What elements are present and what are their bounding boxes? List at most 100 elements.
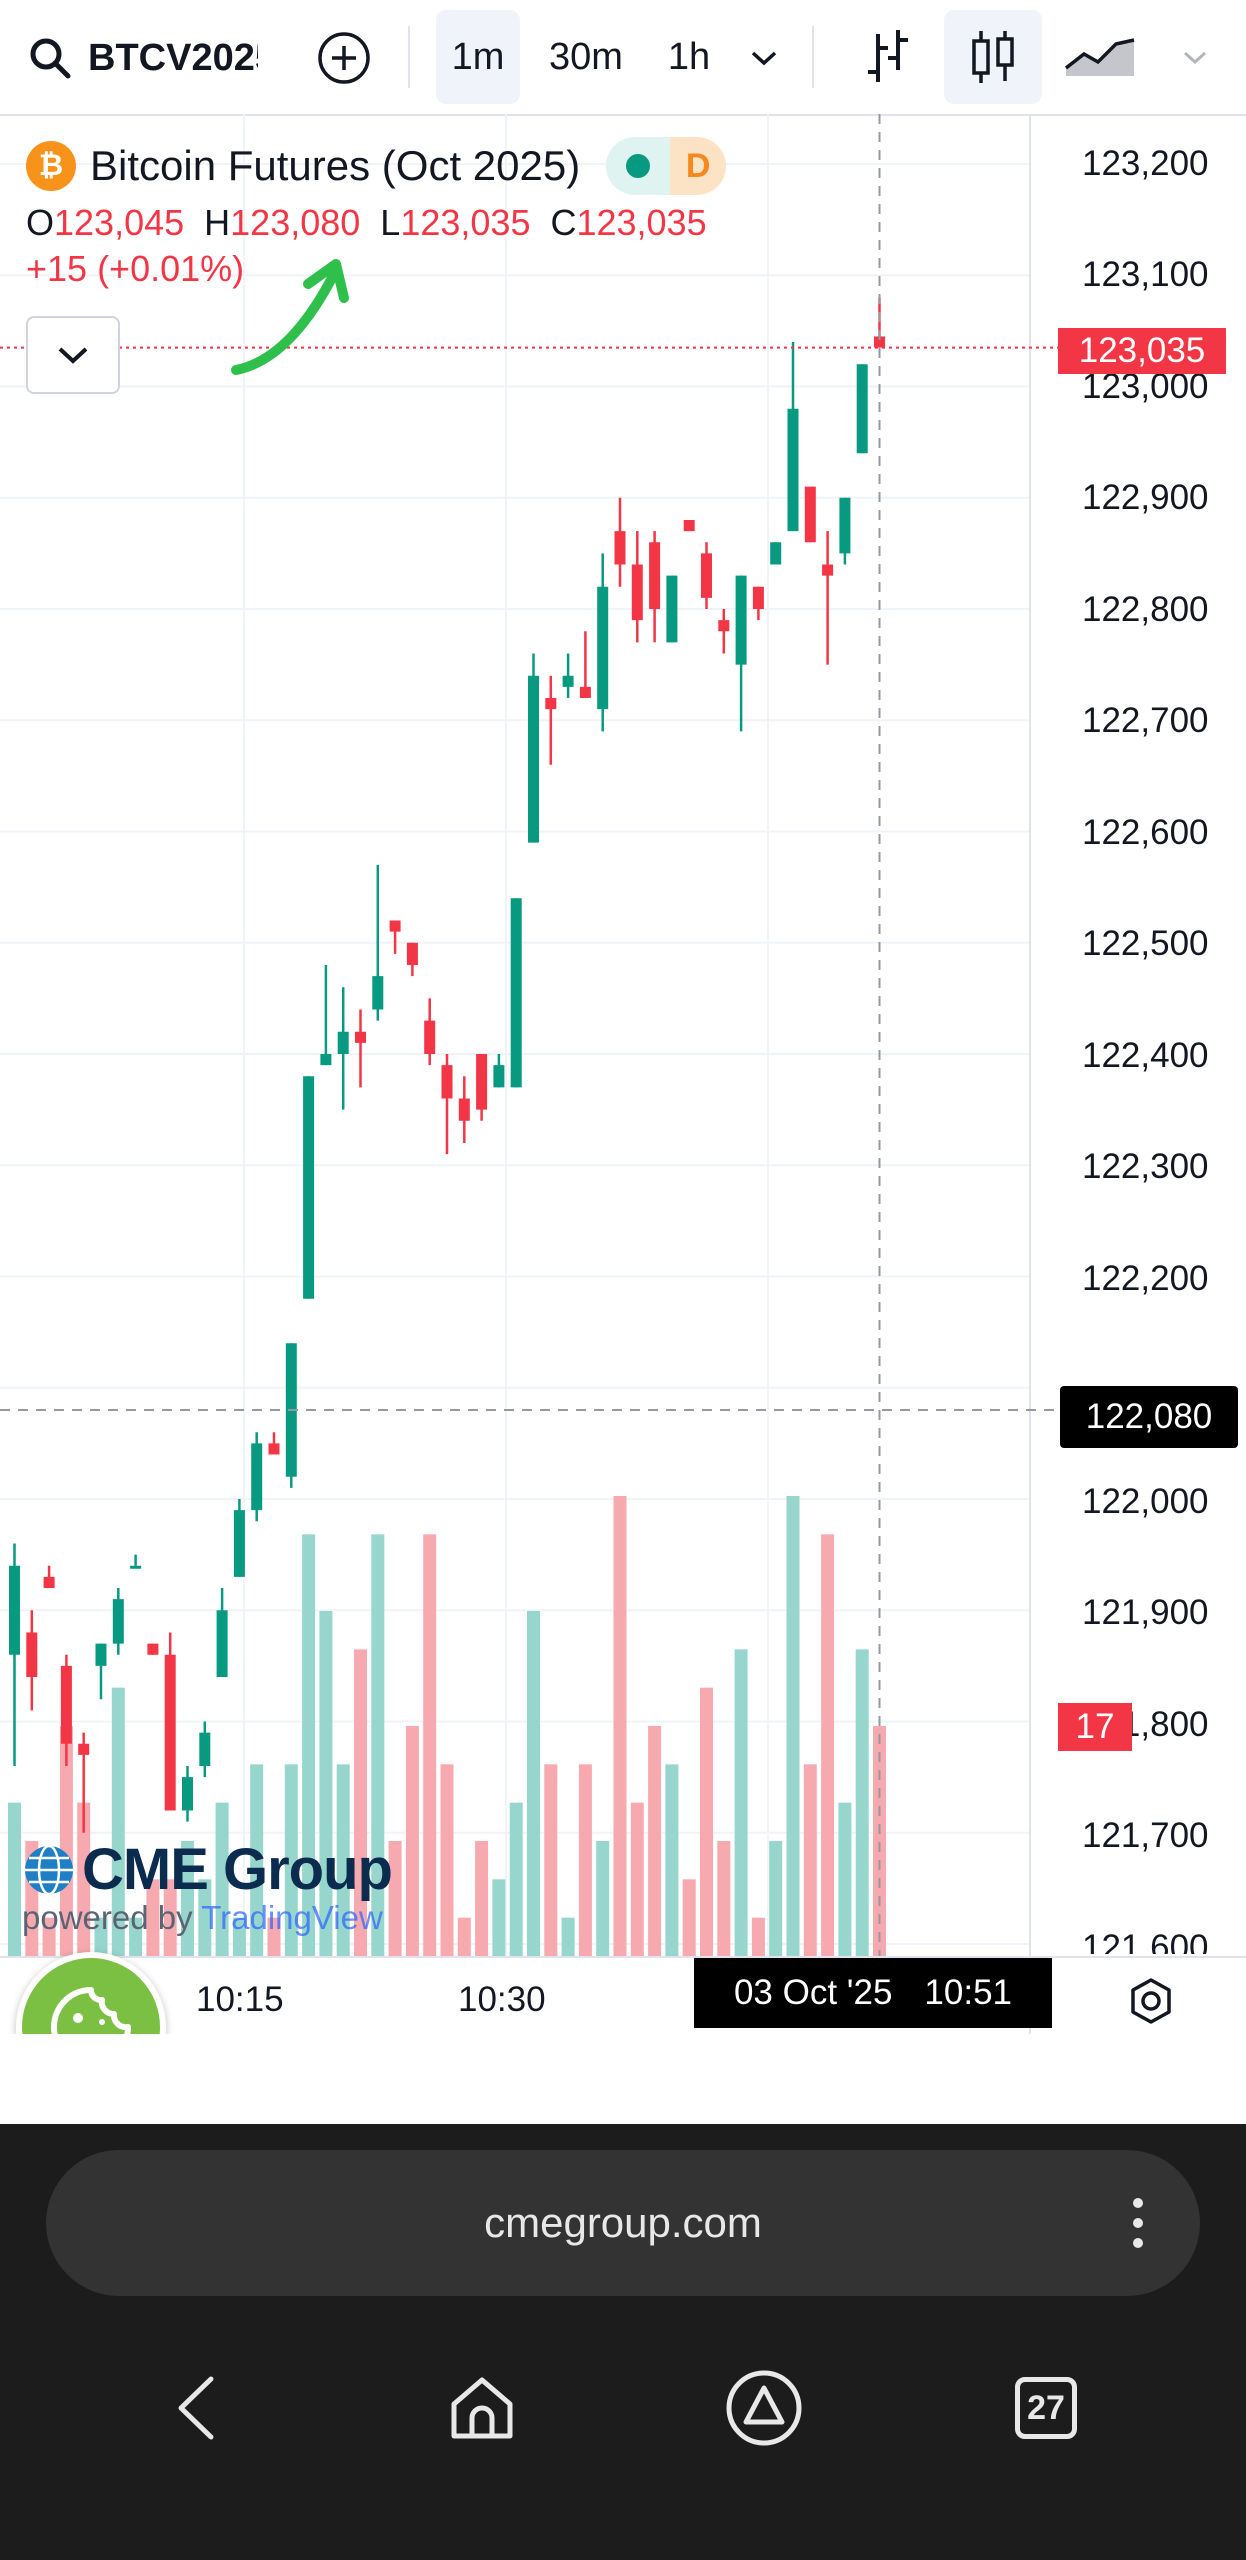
ohlc-values: O 123,045 H 123,080 L 123,035 C 123,035	[26, 202, 727, 244]
page-background	[0, 2034, 1246, 2124]
chevron-down-icon	[58, 347, 88, 364]
volume-bar	[336, 1764, 350, 1956]
candle-body	[389, 920, 401, 932]
candle-body	[787, 408, 799, 532]
toolbar-divider	[812, 26, 814, 88]
price-axis-label: 122,600	[1082, 813, 1209, 852]
volume-bar	[129, 1917, 143, 1956]
volume-bar	[42, 1917, 56, 1956]
time-axis[interactable]: 10:15 10:30	[0, 1956, 1246, 2036]
time-axis-label: 10:15	[196, 1980, 284, 2019]
assistant-icon	[726, 2370, 802, 2446]
bars-icon	[868, 30, 908, 82]
candle-body	[78, 1743, 90, 1755]
market-open-icon	[606, 137, 671, 195]
volume-bar	[527, 1611, 540, 1956]
volume-bar	[561, 1917, 575, 1956]
candle-body	[458, 1098, 470, 1121]
candle-body	[476, 1054, 488, 1110]
price-axis-label: 122,800	[1082, 590, 1209, 629]
candle-body	[718, 620, 730, 632]
volume-bar	[59, 1726, 73, 1956]
interval-30m-button[interactable]: 30m	[549, 35, 623, 78]
candle-body	[614, 531, 626, 565]
candle-body	[303, 1076, 315, 1299]
volume-bar	[284, 1764, 298, 1956]
browser-menu-button[interactable]	[1128, 2196, 1148, 2250]
volume-bar	[232, 1917, 246, 1956]
chart-style-dropdown[interactable]	[1170, 28, 1220, 88]
url-text: cmegroup.com	[484, 2199, 762, 2246]
candle-style-button[interactable]	[944, 10, 1042, 104]
candle-body	[752, 586, 764, 609]
back-button[interactable]	[148, 2360, 244, 2456]
price-axis-label: 122,500	[1082, 924, 1209, 963]
volume-bar	[838, 1802, 852, 1956]
close-value: 123,035	[576, 202, 707, 243]
volume-bar	[769, 1841, 783, 1956]
tradingview-text: TradingView	[201, 1899, 383, 1936]
instrument-title: Bitcoin Futures (Oct 2025)	[90, 142, 581, 189]
chart-legend: ₿ Bitcoin Futures (Oct 2025) D O 123,045…	[26, 137, 727, 290]
candle-body	[545, 698, 557, 710]
home-button[interactable]	[434, 2360, 530, 2456]
candle-body	[441, 1065, 453, 1099]
candles-icon	[972, 31, 1014, 83]
interval-1h-button[interactable]: 1h	[667, 35, 711, 78]
volume-bar	[198, 1879, 212, 1956]
price-axis-label: 122,300	[1082, 1147, 1209, 1186]
price-axis-label: 123,200	[1082, 144, 1209, 183]
volume-bar	[111, 1687, 125, 1956]
volume-bar	[302, 1534, 316, 1956]
candle-body	[112, 1599, 124, 1644]
address-bar[interactable]: cmegroup.com	[46, 2150, 1200, 2296]
candle-body	[701, 553, 712, 598]
candle-body	[372, 976, 384, 1010]
candle-body	[130, 1565, 142, 1569]
price-chart[interactable]	[0, 0, 1246, 2034]
cme-brand-text: CME Group	[82, 1837, 393, 1902]
candle-body	[199, 1732, 211, 1766]
assistant-button[interactable]	[716, 2360, 812, 2456]
area-style-button[interactable]	[1060, 20, 1140, 96]
candle-body	[216, 1610, 228, 1677]
crosshair-price-badge: 122,080	[1060, 1386, 1238, 1448]
volume-bar	[682, 1879, 696, 1956]
market-status-pill[interactable]: D	[606, 137, 727, 195]
browser-bottom-bar: cmegroup.com 27	[0, 2124, 1246, 2560]
delayed-data-badge: D	[670, 137, 727, 195]
volume-bar	[423, 1534, 437, 1956]
candle-body	[26, 1632, 38, 1677]
candle-body	[631, 564, 643, 621]
legend-collapse-button[interactable]	[26, 316, 120, 394]
volume-bar	[475, 1841, 489, 1956]
candle-body	[164, 1654, 176, 1811]
toolbar-divider	[408, 26, 410, 88]
candle-body	[268, 1443, 280, 1455]
volume-bar	[457, 1917, 471, 1956]
area-icon	[1064, 38, 1135, 76]
crosshair-time: 10:51	[924, 1973, 1013, 2012]
interval-dropdown-button[interactable]	[736, 28, 792, 88]
candle-body	[874, 336, 885, 348]
interval-1m-button[interactable]: 1m	[436, 10, 520, 104]
volume-bar	[544, 1764, 558, 1956]
symbol-search-button[interactable]: BTCV2025	[28, 22, 278, 94]
candle-body	[562, 675, 574, 687]
bar-style-button[interactable]	[852, 20, 924, 96]
chart-settings-button[interactable]	[1126, 1976, 1176, 2026]
volume-bar	[700, 1687, 713, 1956]
tabs-button[interactable]: 27	[998, 2360, 1094, 2456]
candle-body	[233, 1510, 245, 1577]
volume-bar	[163, 1879, 177, 1956]
volume-bar	[146, 1879, 160, 1956]
volume-bar	[578, 1764, 592, 1956]
price-axis-label: 123,100	[1082, 255, 1209, 294]
price-axis-label: 122,900	[1082, 478, 1209, 517]
volume-bar	[717, 1841, 731, 1956]
candle-body	[597, 586, 609, 710]
candle-body	[337, 1031, 349, 1054]
candle-body	[95, 1643, 107, 1666]
bitcoin-icon: ₿	[26, 141, 76, 191]
compare-symbol-button[interactable]	[316, 30, 372, 86]
